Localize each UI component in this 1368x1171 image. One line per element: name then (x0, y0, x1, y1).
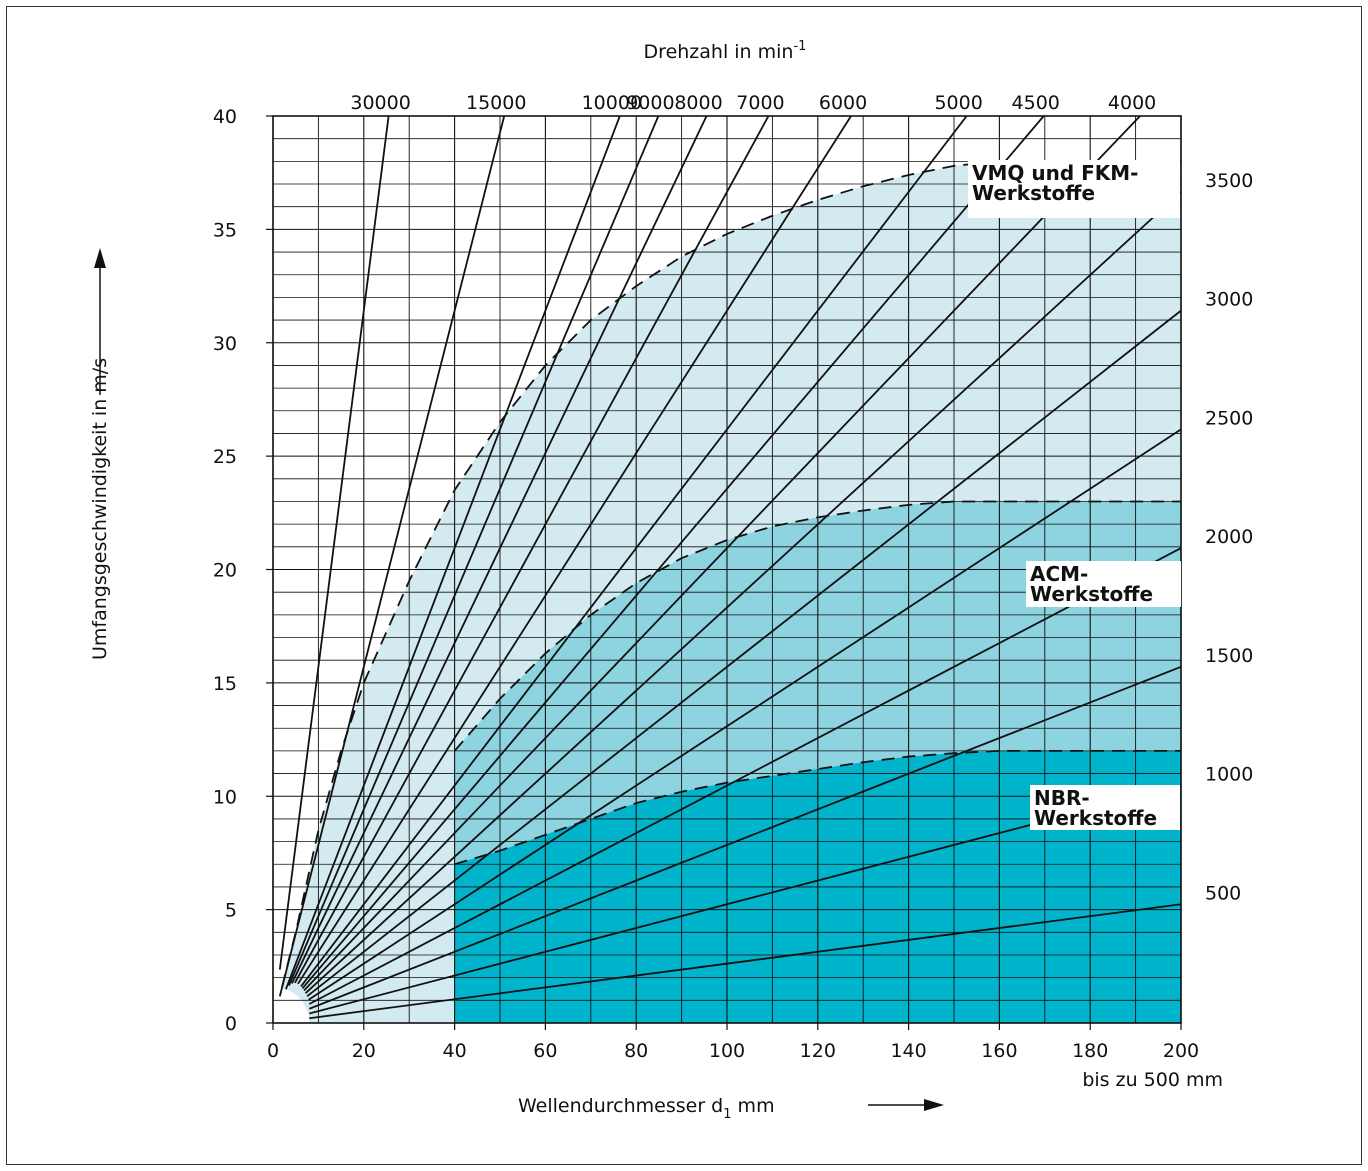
region-label-2: ACM- (1030, 562, 1088, 586)
y-tick-label: 0 (225, 1013, 237, 1035)
y-tick-label: 10 (213, 786, 237, 808)
chart-frame (6, 6, 1362, 1165)
rpm-top-label: 10000 (582, 92, 642, 114)
rpm-line-30000 (278, 115, 390, 970)
rpm-right-label: 500 (1205, 882, 1241, 904)
region-label-1: Werkstoffe (972, 181, 1095, 205)
x-tick-label: 140 (890, 1040, 926, 1062)
region-boundary-2 (453, 500, 1181, 752)
rpm-right-label: 1000 (1205, 764, 1253, 786)
region-boundary-3 (454, 750, 1181, 866)
x-axis-label: Wellendurchmesser d1 mm (518, 1095, 775, 1122)
x-tick-label: 80 (624, 1040, 648, 1062)
rpm-top-label: 9000 (626, 92, 674, 114)
rpm-right-label: 2000 (1205, 526, 1253, 548)
y-tick-label: 25 (213, 446, 237, 468)
chart-title: Drehzahl in min-1 (644, 39, 807, 63)
rpm-line-9000 (288, 115, 660, 986)
x-tick-label: 40 (443, 1040, 467, 1062)
rpm-line-3500 (304, 191, 1182, 994)
y-axis-label: Umfangsgeschwindigkeit in m/s (89, 358, 111, 660)
origin-blank (273, 986, 310, 1023)
x-tick-label: 180 (1072, 1040, 1108, 1062)
y-tick-label: 40 (213, 106, 237, 128)
rpm-right-label: 3500 (1205, 170, 1253, 192)
rpm-top-label: 8000 (674, 92, 722, 114)
rpm-line-5000 (300, 115, 968, 987)
rpm-line-10000 (285, 115, 621, 990)
region-label-box-2 (1026, 561, 1181, 607)
y-tick-label: 5 (225, 900, 237, 922)
region-label-2: Werkstoffe (1030, 582, 1153, 606)
rpm-top-label: 15000 (466, 92, 526, 114)
rpm-right-label: 2500 (1205, 407, 1253, 429)
region-boundary-1 (281, 160, 1181, 987)
region-label-box-3 (1030, 785, 1180, 830)
y-tick-label: 20 (213, 560, 237, 582)
rpm-top-label: 4000 (1108, 92, 1156, 114)
x-tick-label: 100 (709, 1040, 745, 1062)
rpm-line-2000 (308, 547, 1182, 1005)
y-tick-label: 30 (213, 333, 237, 355)
x-tick-label: 200 (1163, 1040, 1199, 1062)
rpm-line-1500 (308, 665, 1182, 1010)
rpm-top-label: 6000 (819, 92, 867, 114)
x-tick-label: 60 (533, 1040, 557, 1062)
rpm-top-label: 5000 (934, 92, 982, 114)
region-label-3: NBR- (1034, 786, 1090, 810)
region-label-1: VMQ und FKM- (972, 161, 1138, 185)
region-label-box-1 (968, 160, 1180, 218)
rpm-top-label: 7000 (736, 92, 784, 114)
rpm-line-4500 (301, 115, 1045, 989)
x-axis-arrow (868, 1099, 944, 1111)
rpm-right-label: 3000 (1205, 289, 1253, 311)
x-tick-label: 0 (267, 1040, 279, 1062)
rpm-line-4000 (303, 115, 1141, 992)
rpm-line-3000 (306, 309, 1182, 997)
x-tick-label: 160 (981, 1040, 1017, 1062)
y-axis-title-group: Umfangsgeschwindigkeit in m/s (89, 248, 111, 660)
rpm-line-6000 (297, 115, 852, 985)
rpm-top-label: 4500 (1012, 92, 1060, 114)
rpm-line-8000 (291, 115, 708, 984)
rpm-right-label: 1500 (1205, 645, 1253, 667)
rpm-line-15000 (278, 115, 506, 997)
x-axis-note: bis zu 500 mm (1082, 1069, 1223, 1091)
rpm-line-500 (309, 903, 1182, 1020)
y-tick-label: 35 (213, 219, 237, 241)
x-tick-label: 120 (800, 1040, 836, 1062)
rpm-top-label: 30000 (350, 92, 410, 114)
y-tick-label: 15 (213, 673, 237, 695)
rpm-line-7000 (294, 115, 770, 984)
x-tick-label: 20 (352, 1040, 376, 1062)
rpm-line-2500 (308, 428, 1182, 1001)
region-label-3: Werkstoffe (1034, 806, 1157, 830)
